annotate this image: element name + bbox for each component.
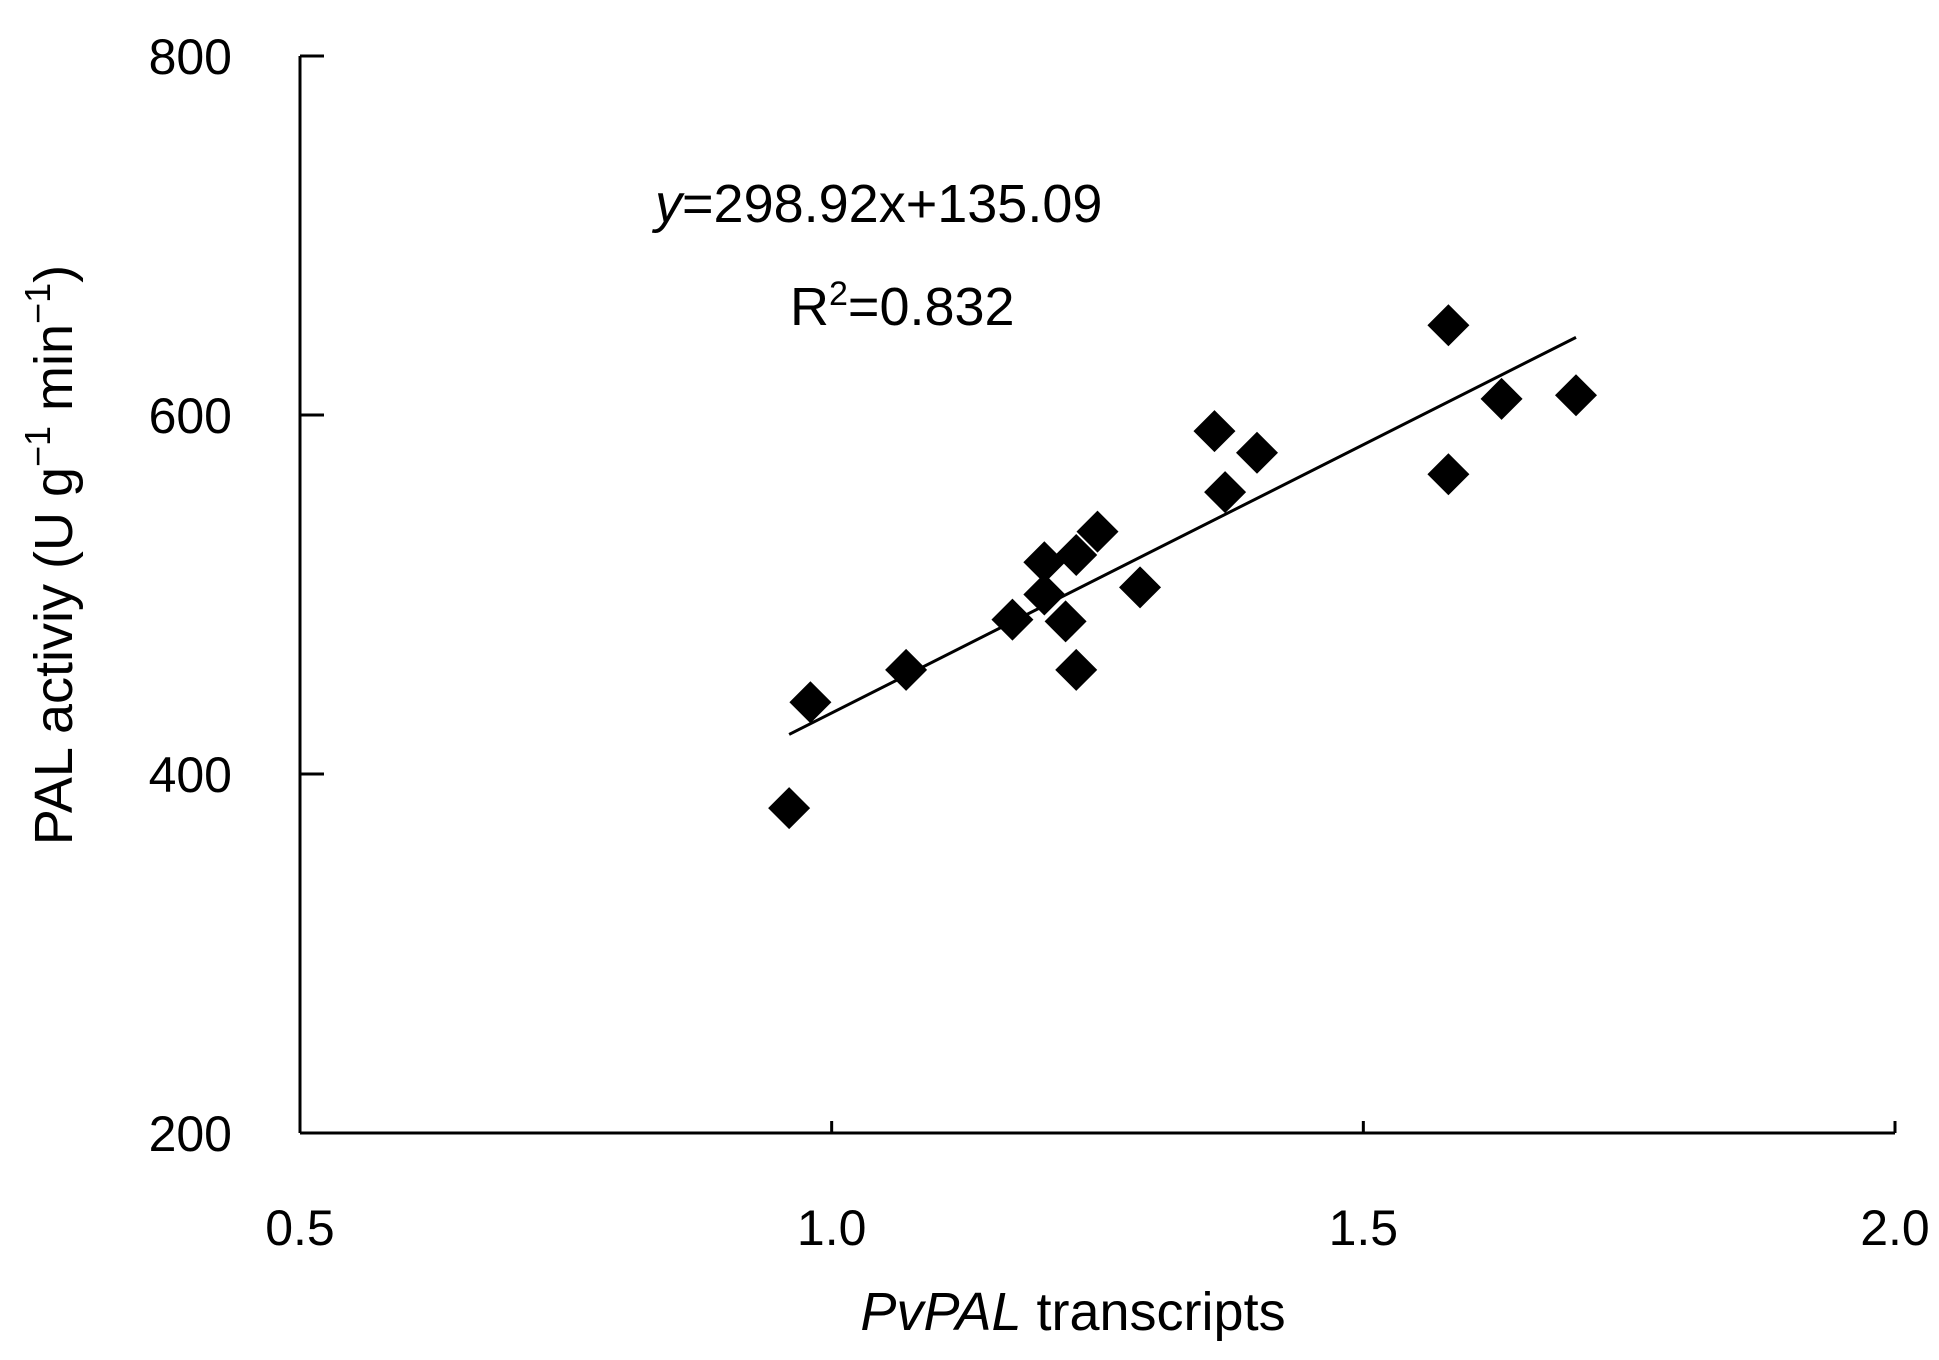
r-squared-label: R2=0.832 (790, 275, 1015, 337)
y-tick-label: 600 (149, 388, 232, 444)
x-tick-label: 1.5 (1329, 1200, 1399, 1256)
data-point (1119, 566, 1162, 609)
x-tick-label: 0.5 (265, 1200, 335, 1256)
data-point (1076, 510, 1119, 553)
data-point (1023, 541, 1066, 584)
y-tick-label: 400 (149, 747, 232, 803)
x-axis-label: PvPAL transcripts (860, 1282, 1285, 1342)
data-point (885, 648, 928, 691)
data-point (1023, 573, 1066, 616)
data-points (768, 304, 1597, 830)
data-point (789, 681, 832, 724)
ticks (298, 54, 1897, 1135)
data-point (1204, 471, 1247, 514)
tick-labels: 0.5 1.0 1.5 2.0 200 400 600 800 (149, 29, 1930, 1256)
y-axis-label: PAL activiy (U g−1 min−1) (17, 265, 84, 845)
data-point (1427, 453, 1470, 496)
x-tick-label: 1.0 (797, 1200, 867, 1256)
data-point (1055, 648, 1098, 691)
axes (298, 56, 1895, 1135)
data-point (1480, 377, 1523, 420)
y-tick-label: 200 (149, 1106, 232, 1162)
data-point (1044, 600, 1087, 643)
regression-equation: y=298.92x+135.09 (651, 174, 1102, 234)
data-point (1193, 410, 1236, 453)
data-point (768, 787, 811, 830)
x-tick-label: 2.0 (1860, 1200, 1930, 1256)
data-point (1427, 304, 1470, 347)
data-point (991, 598, 1034, 641)
data-point (1555, 374, 1597, 417)
data-point (1236, 431, 1278, 474)
y-tick-label: 800 (149, 29, 232, 85)
data-point (1055, 534, 1098, 577)
